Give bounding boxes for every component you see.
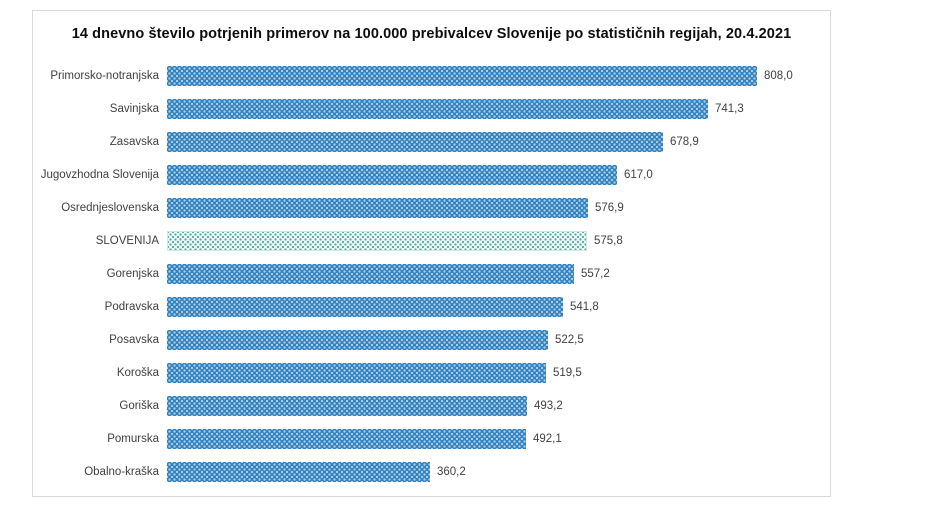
bar [167, 461, 430, 482]
bar [167, 131, 663, 152]
value-label: 678,9 [670, 135, 699, 148]
value-label: 617,0 [624, 168, 653, 181]
bar [167, 428, 526, 449]
value-label: 522,5 [555, 333, 584, 346]
category-label: Goriška [119, 399, 159, 412]
category-label: Jugovzhodna Slovenija [40, 168, 159, 181]
category-label: Primorsko-notranjska [50, 69, 159, 82]
chart-row: Posavska 522,5 [33, 329, 830, 350]
bar [167, 395, 527, 416]
chart-row: Savinjska 741,3 [33, 98, 830, 119]
bar [167, 296, 563, 317]
bar [167, 329, 548, 350]
category-label: Zasavska [109, 135, 159, 148]
chart-row: Goriška 493,2 [33, 395, 830, 416]
chart-row: Zasavska 678,9 [33, 131, 830, 152]
chart-row: SLOVENIJA 575,8 [33, 230, 830, 251]
chart-row: Jugovzhodna Slovenija 617,0 [33, 164, 830, 185]
category-label: Koroška [116, 366, 159, 379]
value-label: 575,8 [594, 234, 623, 247]
bar [167, 197, 588, 218]
chart-row: Primorsko-notranjska 808,0 [33, 65, 830, 86]
chart-row: Podravska 541,8 [33, 296, 830, 317]
chart-row: Pomurska 492,1 [33, 428, 830, 449]
value-label: 360,2 [437, 465, 466, 478]
category-label: Gorenjska [106, 267, 159, 280]
category-label: SLOVENIJA [95, 234, 159, 247]
value-label: 557,2 [581, 267, 610, 280]
bar [167, 65, 757, 86]
category-label: Osrednjeslovenska [61, 201, 159, 214]
chart-container: 14 dnevno število potrjenih primerov na … [32, 10, 831, 497]
bar [167, 263, 574, 284]
value-label: 492,1 [533, 432, 562, 445]
chart-row: Gorenjska 557,2 [33, 263, 830, 284]
chart-rows: Primorsko-notranjska 808,0 Savinjska 741… [33, 59, 830, 488]
value-label: 519,5 [553, 366, 582, 379]
value-label: 741,3 [715, 102, 744, 115]
category-label: Pomurska [107, 432, 159, 445]
category-label: Posavska [109, 333, 159, 346]
value-label: 576,9 [595, 201, 624, 214]
category-label: Obalno-kraška [84, 465, 159, 478]
value-label: 493,2 [534, 399, 563, 412]
bar [167, 230, 587, 251]
category-label: Podravska [104, 300, 159, 313]
value-label: 541,8 [570, 300, 599, 313]
bar [167, 98, 708, 119]
bar [167, 164, 617, 185]
category-label: Savinjska [109, 102, 159, 115]
chart-row: Koroška 519,5 [33, 362, 830, 383]
chart-row: Obalno-kraška 360,2 [33, 461, 830, 482]
chart-title: 14 dnevno število potrjenih primerov na … [71, 26, 792, 42]
bar [167, 362, 546, 383]
chart-row: Osrednjeslovenska 576,9 [33, 197, 830, 218]
value-label: 808,0 [764, 69, 793, 82]
